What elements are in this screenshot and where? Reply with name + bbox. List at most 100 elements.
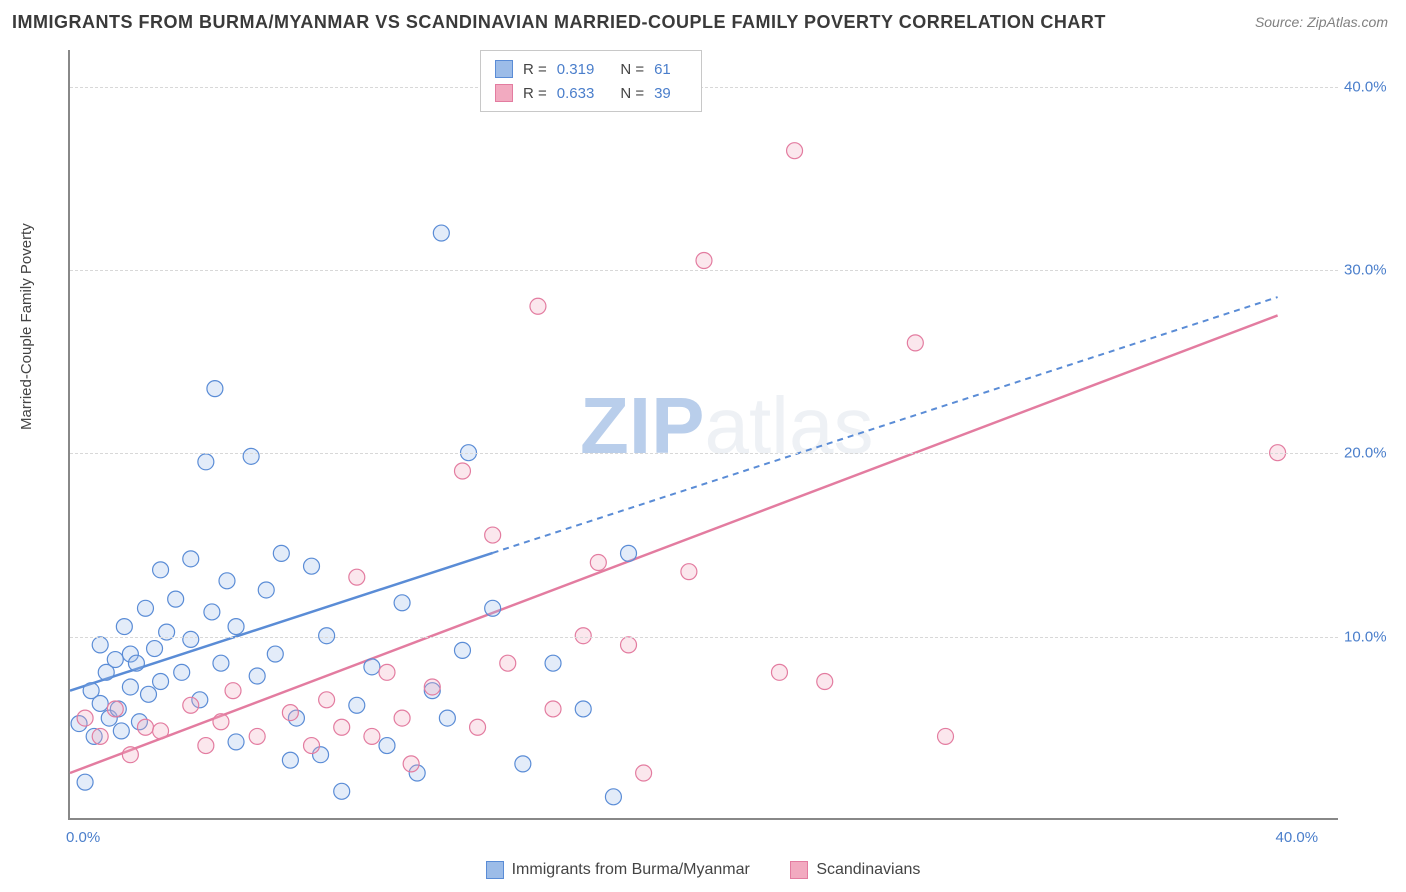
data-point [228, 619, 244, 635]
data-point [364, 728, 380, 744]
data-point [183, 697, 199, 713]
chart-title: IMMIGRANTS FROM BURMA/MYANMAR VS SCANDIN… [0, 0, 1406, 33]
data-point [153, 674, 169, 690]
data-point [282, 752, 298, 768]
data-point [168, 591, 184, 607]
data-point [379, 664, 395, 680]
scatter-chart [70, 50, 1338, 819]
swatch-series-1 [790, 861, 808, 879]
data-point [364, 659, 380, 675]
data-point [771, 664, 787, 680]
data-point [304, 558, 320, 574]
data-point [92, 695, 108, 711]
data-point [621, 637, 637, 653]
data-point [213, 655, 229, 671]
data-point [681, 564, 697, 580]
data-point [334, 783, 350, 799]
gridline [70, 270, 1338, 271]
data-point [107, 652, 123, 668]
swatch-series-0 [486, 861, 504, 879]
data-point [394, 710, 410, 726]
data-point [515, 756, 531, 772]
data-point [349, 569, 365, 585]
data-point [122, 679, 138, 695]
n-value: 61 [654, 61, 671, 78]
y-tick-label: 20.0% [1344, 445, 1400, 462]
data-point [174, 664, 190, 680]
regression-line [70, 315, 1278, 773]
data-point [92, 637, 108, 653]
data-point [207, 381, 223, 397]
data-point [159, 624, 175, 640]
data-point [204, 604, 220, 620]
data-point [147, 641, 163, 657]
data-point [282, 705, 298, 721]
regression-line-dashed [493, 297, 1278, 553]
data-point [319, 692, 335, 708]
data-point [817, 674, 833, 690]
data-point [183, 551, 199, 567]
data-point [439, 710, 455, 726]
y-tick-label: 30.0% [1344, 262, 1400, 279]
data-point [137, 719, 153, 735]
data-point [636, 765, 652, 781]
data-point [787, 143, 803, 159]
data-point [249, 668, 265, 684]
data-point [938, 728, 954, 744]
data-point [403, 756, 419, 772]
n-value: 39 [654, 85, 671, 102]
y-tick-label: 40.0% [1344, 78, 1400, 95]
series-legend: Immigrants from Burma/Myanmar Scandinavi… [0, 861, 1406, 884]
data-point [485, 527, 501, 543]
data-point [424, 679, 440, 695]
swatch-series-0 [495, 60, 513, 78]
y-axis-label: Married-Couple Family Poverty [18, 223, 35, 430]
data-point [153, 723, 169, 739]
data-point [394, 595, 410, 611]
data-point [122, 747, 138, 763]
data-point [141, 686, 157, 702]
data-point [213, 714, 229, 730]
data-point [454, 642, 470, 658]
data-point [605, 789, 621, 805]
r-label: R = [523, 61, 547, 78]
data-point [621, 545, 637, 561]
data-point [219, 573, 235, 589]
data-point [470, 719, 486, 735]
data-point [225, 683, 241, 699]
data-point [907, 335, 923, 351]
data-point [545, 701, 561, 717]
gridline [70, 87, 1338, 88]
x-tick-label: 40.0% [1276, 829, 1319, 846]
data-point [454, 463, 470, 479]
swatch-series-1 [495, 84, 513, 102]
data-point [113, 723, 129, 739]
data-point [349, 697, 365, 713]
data-point [77, 710, 93, 726]
data-point [198, 454, 214, 470]
data-point [545, 655, 561, 671]
data-point [590, 555, 606, 571]
data-point [433, 225, 449, 241]
gridline [70, 453, 1338, 454]
data-point [183, 631, 199, 647]
n-label: N = [620, 85, 644, 102]
data-point [530, 298, 546, 314]
data-point [116, 619, 132, 635]
legend-item-1: Scandinavians [790, 861, 920, 879]
stats-row-series-1: R = 0.633 N = 39 [495, 81, 687, 105]
data-point [107, 701, 123, 717]
stats-row-series-0: R = 0.319 N = 61 [495, 57, 687, 81]
data-point [696, 253, 712, 269]
legend-item-0: Immigrants from Burma/Myanmar [486, 861, 750, 879]
r-value: 0.633 [557, 85, 595, 102]
data-point [92, 728, 108, 744]
stats-legend: R = 0.319 N = 61 R = 0.633 N = 39 [480, 50, 702, 112]
data-point [198, 738, 214, 754]
gridline [70, 637, 1338, 638]
legend-label: Scandinavians [816, 861, 920, 879]
data-point [500, 655, 516, 671]
data-point [273, 545, 289, 561]
r-value: 0.319 [557, 61, 595, 78]
data-point [249, 728, 265, 744]
